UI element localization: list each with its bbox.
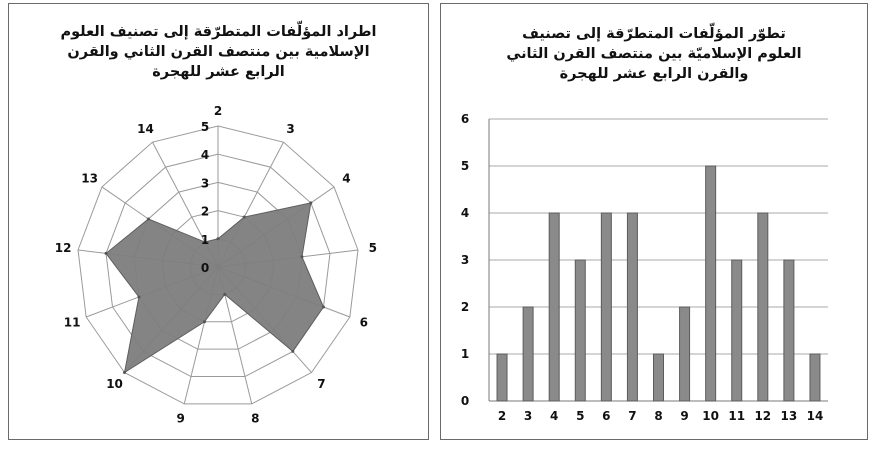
bar-x-tick-label: 6: [602, 409, 610, 423]
radar-category-label: 8: [251, 411, 259, 425]
radar-chart-title: اطراد المؤلّفات المتطرّقة إلى تصنيف العل…: [60, 24, 377, 80]
bar-y-tick-label: 4: [461, 206, 469, 220]
bar: [600, 212, 612, 402]
radar-category-label: 6: [360, 315, 368, 329]
radar-category-label: 3: [286, 122, 294, 136]
radar-category-label: 2: [214, 104, 222, 118]
radar-series-area: [105, 202, 325, 374]
bar: [679, 306, 691, 402]
radar-data-point: [242, 215, 246, 219]
bar: [809, 353, 821, 402]
radar-tick-label: 1: [201, 233, 209, 247]
bar-y-tick-label: 6: [461, 112, 469, 126]
radar-grid-ring: [105, 153, 331, 378]
radar-category-label: 5: [369, 241, 377, 255]
radar-data-point: [291, 349, 295, 353]
bar-x-tick-label: 4: [550, 409, 558, 423]
bar-x-tick-label: 2: [498, 409, 506, 423]
bar: [653, 353, 664, 402]
radar-category-label: 11: [64, 315, 81, 329]
bar-y-tick-label: 1: [461, 347, 469, 361]
radar-data-point: [137, 295, 141, 299]
radar-category-label: 9: [176, 411, 184, 425]
radar-tick-label: 2: [201, 205, 209, 219]
bar-x-tick-label: 9: [680, 409, 688, 423]
radar-chart-panel: اطراد المؤلّفات المتطرّقة إلى تصنيف العل…: [8, 3, 429, 440]
bar-x-tick-label: 13: [781, 409, 798, 423]
bar-y-tick-label: 3: [461, 253, 469, 267]
radar-data-point: [216, 237, 220, 241]
bar: [731, 259, 743, 402]
bar-x-tick-label: 7: [628, 409, 636, 423]
radar-grid-ring: [77, 125, 359, 405]
radar-data-point: [300, 255, 304, 259]
bar-chart-title: تطوّر المؤلّفات المتطرّقة إلى تصنيف العل…: [506, 26, 802, 82]
radar-category-label: 7: [317, 377, 325, 391]
bar: [757, 212, 769, 402]
bar-chart-panel: تطوّر المؤلّفات المتطرّقة إلى تصنيف العل…: [440, 3, 868, 440]
bar: [522, 306, 534, 402]
bar-x-tick-label: 3: [524, 409, 532, 423]
radar-tick-label: 4: [201, 148, 209, 162]
radar-tick-label: 5: [201, 120, 209, 134]
bar-x-tick-label: 14: [807, 409, 824, 423]
bar: [496, 353, 508, 402]
radar-data-point: [146, 217, 150, 221]
radar-tick-label: 3: [201, 176, 209, 190]
radar-data-point: [223, 292, 227, 296]
bar: [548, 212, 560, 402]
bar-y-tick-label: 2: [461, 300, 469, 314]
bar: [783, 259, 795, 402]
bar-x-tick-label: 12: [754, 409, 771, 423]
radar-category-label: 14: [137, 122, 154, 136]
radar-category-label: 13: [81, 171, 98, 185]
radar-data-point: [309, 201, 313, 205]
radar-data-point: [122, 371, 126, 375]
radar-data-point: [321, 305, 325, 309]
bar-y-tick-label: 0: [461, 394, 469, 408]
radar-data-point: [203, 240, 207, 244]
bar: [574, 259, 586, 402]
radar-category-label: 4: [342, 171, 350, 185]
radar-tick-label: 0: [201, 261, 209, 275]
radar-data-point: [104, 251, 108, 255]
bar-y-tick-label: 5: [461, 159, 469, 173]
bar: [705, 165, 717, 402]
bar: [626, 212, 638, 402]
radar-category-label: 10: [106, 377, 123, 391]
bar-x-tick-label: 8: [654, 409, 662, 423]
bar-x-tick-label: 11: [728, 409, 745, 423]
radar-category-label: 12: [55, 241, 72, 255]
bar-x-tick-label: 10: [702, 409, 719, 423]
bar-x-tick-label: 5: [576, 409, 584, 423]
radar-data-point: [203, 320, 207, 324]
